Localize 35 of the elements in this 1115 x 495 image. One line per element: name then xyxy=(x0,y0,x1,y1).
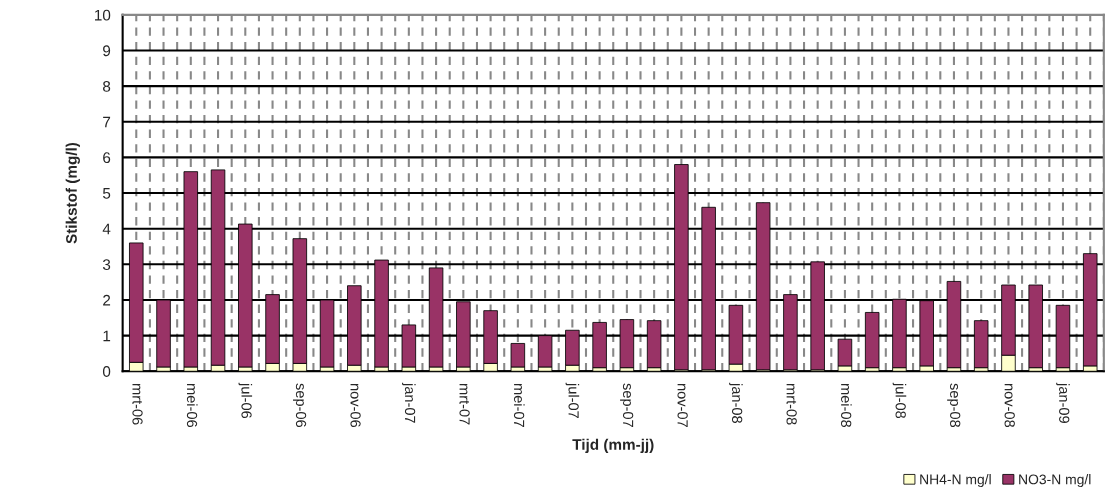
x-tick-label: jan-07 xyxy=(402,382,416,423)
legend-label: NO3-N mg/l xyxy=(1019,474,1091,488)
y-tick-label: 7 xyxy=(103,116,111,128)
x-tick-label: sep-08 xyxy=(947,383,961,428)
x-tick-label: sep-06 xyxy=(293,383,307,427)
y-tick-label: 4 xyxy=(102,223,111,235)
y-tick-label: 3 xyxy=(102,259,111,271)
x-tick-label: mrt-07 xyxy=(459,384,470,425)
y-tick-label: 5 xyxy=(102,188,111,199)
y-tick-label: 2 xyxy=(103,294,111,306)
x-tick-label: jul-06 xyxy=(238,382,253,419)
x-tick-label: nov-07 xyxy=(677,384,688,427)
x-tick-label: jul-08 xyxy=(892,382,907,419)
x-tick-label: nov-06 xyxy=(350,384,361,427)
x-tick-label: mei-08 xyxy=(841,384,852,427)
x-tick-label: jan-08 xyxy=(729,382,743,423)
x-tick-label: mrt-06 xyxy=(132,384,143,425)
bar xyxy=(837,338,853,367)
x-tick-label: jul-07 xyxy=(565,382,580,418)
bar xyxy=(510,343,526,368)
x-tick-label: nov-08 xyxy=(1004,384,1015,428)
x-tick-label: mrt-08 xyxy=(786,384,797,425)
y-tick-label: 8 xyxy=(103,81,111,92)
y-axis-title: Stikstof (mg/l) xyxy=(65,142,80,244)
x-tick-label: sep-07 xyxy=(620,383,634,427)
x-axis-title: Tijd (mm-jj) xyxy=(572,438,654,453)
y-tick-label: 6 xyxy=(103,152,111,164)
x-tick-label: jan-09 xyxy=(1056,382,1070,423)
y-tick-label: 9 xyxy=(103,45,111,57)
y-tick-label: 1 xyxy=(103,330,111,342)
x-tick-label: mei-07 xyxy=(513,384,525,427)
y-tick-label: 10 xyxy=(95,9,111,21)
legend-label: NH4-N mg/l xyxy=(920,474,991,488)
y-tick-label: 0 xyxy=(102,366,111,377)
x-tick-label: mei-06 xyxy=(186,384,198,427)
